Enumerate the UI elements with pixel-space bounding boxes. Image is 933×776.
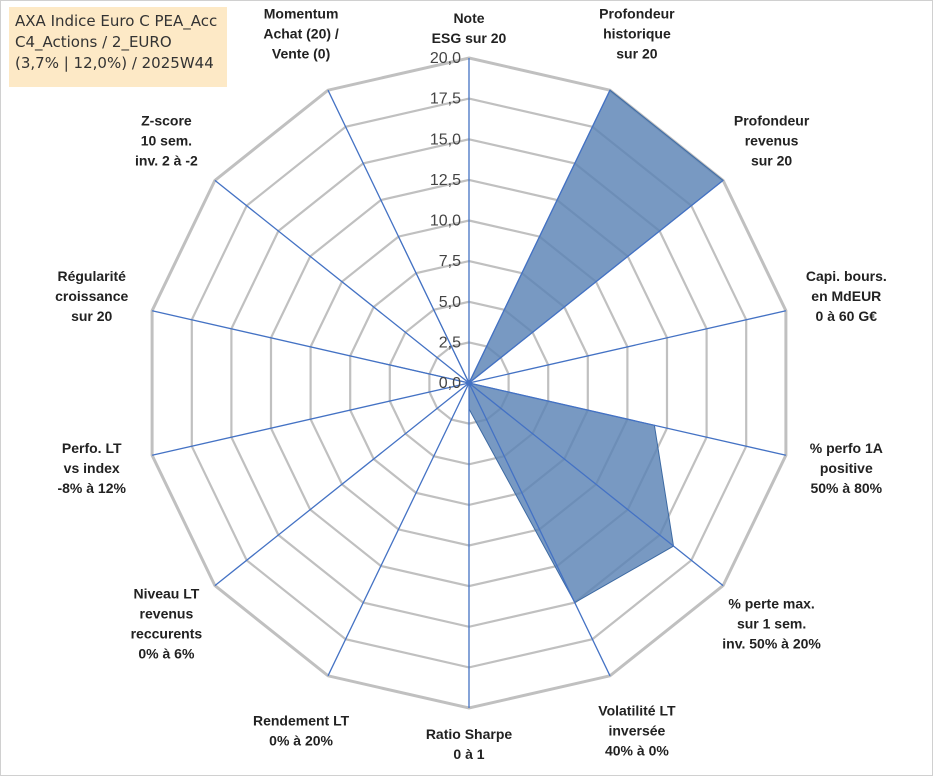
axis-label-line: % perte max.	[728, 595, 814, 611]
axis-label-line: Achat (20) /	[263, 25, 339, 41]
axis-spoke	[468, 89, 611, 384]
axis-spoke	[214, 382, 470, 587]
axis-label-line: croissance	[55, 288, 128, 304]
axis-label-line: sur 20	[616, 45, 657, 61]
axis-label-line: sur 20	[751, 153, 792, 169]
axis-spoke	[327, 382, 470, 677]
axis-label-line: revenus	[140, 605, 194, 621]
tick-label: 20,0	[430, 50, 461, 67]
axis-label: Ratio Sharpe 0 à 1	[426, 726, 513, 762]
axis-label-line: 40% à 0%	[605, 743, 669, 759]
axis-spoke	[151, 310, 470, 384]
axis-label-line: 0% à 20%	[269, 733, 333, 749]
axis-label-line: inversée	[608, 723, 665, 739]
axis-label-line: 0% à 6%	[138, 645, 195, 661]
axis-spoke	[327, 89, 470, 384]
axis-label: Niveau LT revenus reccurents 0% à 6%	[131, 585, 203, 661]
axis-label: Rendement LT 0% à 20%	[253, 713, 350, 749]
axis-label-line: sur 20	[71, 308, 112, 324]
axis-label: Capi. bours. en MdEUR 0 à 60 G€	[806, 268, 887, 324]
axis-label-line: Capi. bours.	[806, 268, 887, 284]
fund-title-box: AXA Indice Euro C PEA_Acc C4_Actions / 2…	[9, 7, 227, 87]
tick-label: 15,0	[430, 131, 461, 148]
axis-spoke	[214, 179, 470, 384]
axis-label: Profondeur revenus sur 20	[734, 113, 810, 169]
axis-label: Momentum Achat (20) / Vente (0)	[263, 5, 339, 61]
axis-label-line: Perfo. LT	[62, 440, 122, 456]
axis-label: Z-score 10 sem. inv. 2 à -2	[135, 113, 198, 169]
axis-label: Régularité croissance sur 20	[55, 268, 128, 324]
axis-label: Profondeur historique sur 20	[599, 5, 675, 61]
tick-label: 10,0	[430, 213, 461, 230]
axis-label-line: Régularité	[57, 268, 126, 284]
axis-label-line: Rendement LT	[253, 713, 350, 729]
axis-label-line: positive	[820, 460, 873, 476]
tick-label: 0,0	[439, 375, 461, 392]
axis-spoke	[468, 179, 724, 384]
fund-category: C4_Actions / 2_EURO	[15, 33, 172, 51]
axis-label-line: inv. 2 à -2	[135, 153, 198, 169]
axis-label-line: inv. 50% à 20%	[722, 635, 821, 651]
axis-spoke	[468, 382, 611, 677]
axis-label-line: Z-score	[141, 113, 192, 129]
axis-label: Volatilité LT inversée 40% à 0%	[598, 703, 676, 759]
axis-spoke	[468, 310, 787, 384]
axis-label-line: 0 à 1	[453, 746, 484, 762]
axis-label-line: Note	[453, 10, 484, 26]
fund-name: AXA Indice Euro C PEA_Acc	[15, 12, 218, 30]
axis-label-line: Profondeur	[734, 113, 810, 129]
axis-label-line: en MdEUR	[811, 288, 881, 304]
axis-label: Perfo. LT vs index -8% à 12%	[57, 440, 126, 496]
axis-spoke	[151, 382, 470, 456]
tick-label: 7,5	[439, 253, 461, 270]
axis-label: Note ESG sur 20	[432, 10, 507, 46]
axis-spoke	[468, 382, 787, 456]
axis-labels: Note ESG sur 20 Profondeur historique sur 20…	[55, 5, 887, 762]
axis-label-line: historique	[603, 25, 671, 41]
axis-label-line: Ratio Sharpe	[426, 726, 513, 742]
fund-stats: (3,7% | 12,0%) / 2025W44	[15, 54, 214, 72]
axis-label-line: 0 à 60 G€	[816, 308, 878, 324]
axis-label-line: ESG sur 20	[432, 30, 507, 46]
tick-label: 17,5	[430, 91, 461, 108]
tick-label: 5,0	[439, 294, 461, 311]
axis-label-line: reccurents	[131, 625, 203, 641]
axis-spoke	[468, 382, 724, 587]
tick-labels: 0,0 2,5 5,0 7,5 10,0 12,5 15,0 17,5 20,0	[430, 50, 461, 392]
axis-label-line: revenus	[745, 133, 799, 149]
axis-label-line: Volatilité LT	[598, 703, 676, 719]
tick-label: 2,5	[439, 334, 461, 351]
axis-label-line: vs index	[64, 460, 120, 476]
axis-label-line: -8% à 12%	[57, 480, 126, 496]
data-series-area	[381, 89, 724, 604]
axis-label-line: Vente (0)	[272, 45, 330, 61]
axis-label-line: 10 sem.	[141, 133, 192, 149]
axis-label: % perfo 1A positive 50% à 80%	[810, 440, 883, 496]
axis-label-line: sur 1 sem.	[737, 615, 806, 631]
tick-label: 12,5	[430, 172, 461, 189]
axis-label-line: % perfo 1A	[810, 440, 883, 456]
axis-label-line: 50% à 80%	[810, 480, 882, 496]
radar-spokes	[151, 58, 787, 708]
axis-label: % perte max. sur 1 sem. inv. 50% à 20%	[722, 595, 821, 651]
axis-label-line: Profondeur	[599, 5, 675, 21]
axis-label-line: Niveau LT	[133, 585, 199, 601]
axis-label-line: Momentum	[264, 5, 339, 21]
